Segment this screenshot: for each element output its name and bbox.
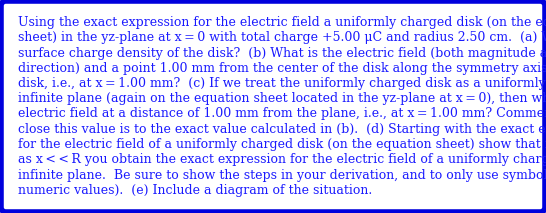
Text: direction) and a point 1.00 mm from the center of the disk along the symmetry ax: direction) and a point 1.00 mm from the … <box>18 62 546 75</box>
Text: infinite plane (again on the equation sheet located in the yz-plane at x = 0), t: infinite plane (again on the equation sh… <box>18 92 546 105</box>
Text: Using the exact expression for the electric field a uniformly charged disk (on t: Using the exact expression for the elect… <box>18 16 546 29</box>
Text: for the electric field of a uniformly charged disk (on the equation sheet) show : for the electric field of a uniformly ch… <box>18 138 546 151</box>
Text: close this value is to the exact value calculated in (b).  (d) Starting with the: close this value is to the exact value c… <box>18 123 546 136</box>
Text: numeric values).  (e) Include a diagram of the situation.: numeric values). (e) Include a diagram o… <box>18 184 372 197</box>
Text: surface charge density of the disk?  (b) What is the electric field (both magnit: surface charge density of the disk? (b) … <box>18 46 546 59</box>
Text: disk, i.e., at x = 1.00 mm?  (c) If we treat the uniformly charged disk as a uni: disk, i.e., at x = 1.00 mm? (c) If we tr… <box>18 77 546 90</box>
Text: sheet) in the yz-plane at x = 0 with total charge +5.00 μC and radius 2.50 cm.  : sheet) in the yz-plane at x = 0 with tot… <box>18 31 546 44</box>
Text: electric field at a distance of 1.00 mm from the plane, i.e., at x = 1.00 mm? Co: electric field at a distance of 1.00 mm … <box>18 108 546 121</box>
Text: infinite plane.  Be sure to show the steps in your derivation, and to only use s: infinite plane. Be sure to show the step… <box>18 168 546 181</box>
Text: as x < < R you obtain the exact expression for the electric field of a uniformly: as x < < R you obtain the exact expressi… <box>18 153 546 166</box>
